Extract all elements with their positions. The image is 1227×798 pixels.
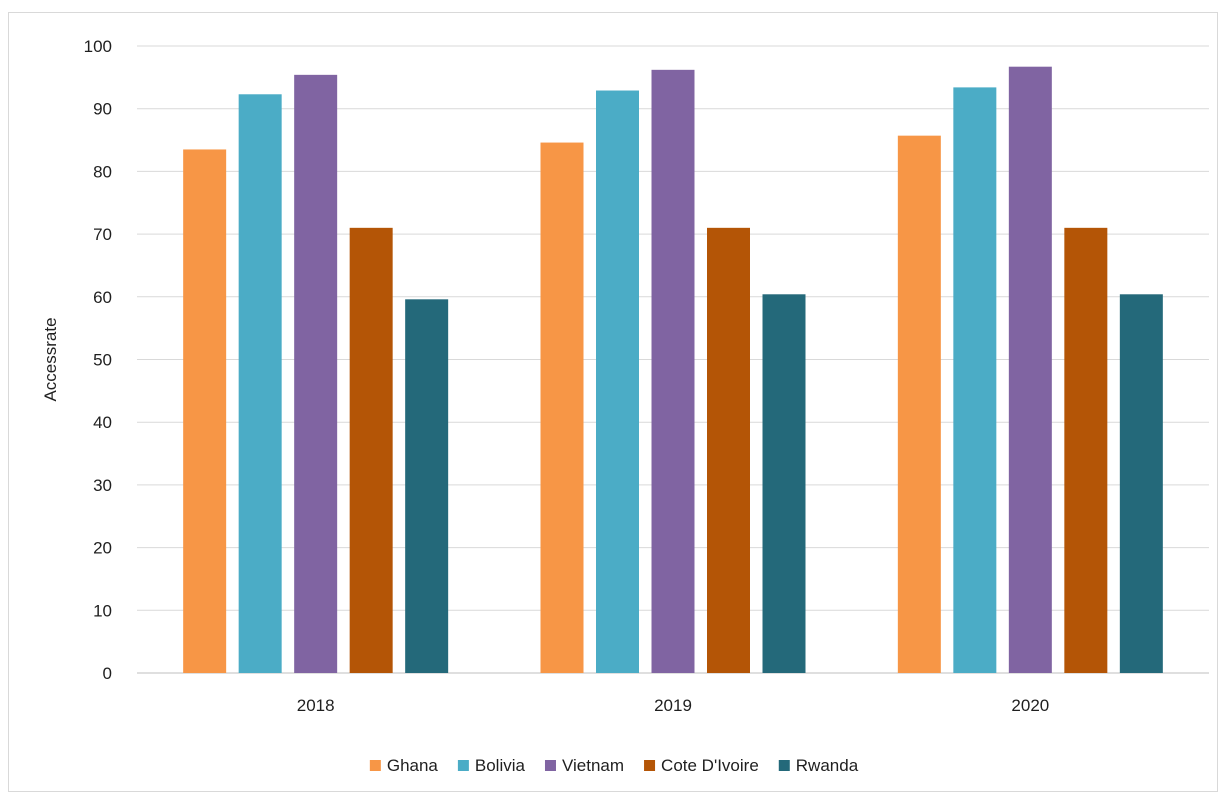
y-tick-label: 90: [93, 100, 112, 119]
bar-vietnam-2019: [651, 69, 695, 674]
y-tick-label: 0: [103, 664, 112, 683]
bar-vietnam-2018: [294, 74, 338, 674]
legend-label: Vietnam: [562, 756, 624, 775]
legend-swatch: [778, 760, 790, 771]
bar-chart: 0 10 20 30 40 50 60 70 80 90 100 2018 2019 2020 Acce…: [41, 37, 1209, 775]
y-axis-title: Accessrate: [41, 317, 60, 401]
legend-swatch: [544, 760, 556, 771]
y-tick-label: 80: [93, 162, 112, 181]
bar-rwanda-2020: [1119, 294, 1163, 673]
bar-cote-d-ivoire-2020: [1064, 227, 1108, 673]
y-tick-label: 60: [93, 288, 112, 307]
y-tick-label: 70: [93, 225, 112, 244]
y-tick-label: 10: [93, 601, 112, 620]
legend-label: Ghana: [387, 756, 439, 775]
y-tick-label: 40: [93, 413, 112, 432]
y-axis-ticks: 0 10 20 30 40 50 60 70 80 90 100: [84, 37, 112, 683]
x-tick-label: 2018: [297, 696, 335, 715]
y-tick-label: 20: [93, 539, 112, 558]
legend-item-rwanda: Rwanda: [778, 756, 859, 775]
bar-rwanda-2019: [762, 294, 806, 673]
legend-item-bolivia: Bolivia: [457, 756, 526, 775]
y-tick-label: 30: [93, 476, 112, 495]
bar-ghana-2020: [897, 135, 941, 673]
x-axis-ticks: 2018 2019 2020: [297, 696, 1049, 715]
legend-label: Rwanda: [796, 756, 859, 775]
bar-bolivia-2019: [596, 90, 639, 674]
legend-item-cote-d-ivoire: Cote D'Ivoire: [644, 756, 759, 775]
chart-frame: 0 10 20 30 40 50 60 70 80 90 100 2018 2019 2020 Acce…: [8, 12, 1218, 792]
legend-item-ghana: Ghana: [369, 756, 439, 775]
legend-swatch: [457, 760, 469, 771]
bars: [183, 66, 1163, 674]
bar-bolivia-2020: [953, 87, 997, 673]
legend-item-vietnam: Vietnam: [544, 756, 624, 775]
x-tick-label: 2020: [1011, 696, 1049, 715]
legend-label: Cote D'Ivoire: [661, 756, 759, 775]
y-tick-label: 50: [93, 351, 112, 370]
bar-rwanda-2018: [405, 299, 449, 673]
legend: Ghana Bolivia Vietnam Cote D'Ivoire Rwanda: [369, 756, 859, 775]
bar-cote-d-ivoire-2018: [349, 227, 393, 673]
bar-ghana-2018: [183, 149, 227, 673]
bar-ghana-2019: [540, 142, 584, 674]
legend-label: Bolivia: [475, 756, 526, 775]
bar-cote-d-ivoire-2019: [707, 227, 750, 673]
legend-swatch: [644, 760, 656, 771]
bar-bolivia-2018: [238, 94, 282, 674]
x-tick-label: 2019: [654, 696, 692, 715]
bar-vietnam-2020: [1008, 66, 1052, 674]
y-tick-label: 100: [84, 37, 112, 56]
legend-swatch: [369, 760, 381, 771]
